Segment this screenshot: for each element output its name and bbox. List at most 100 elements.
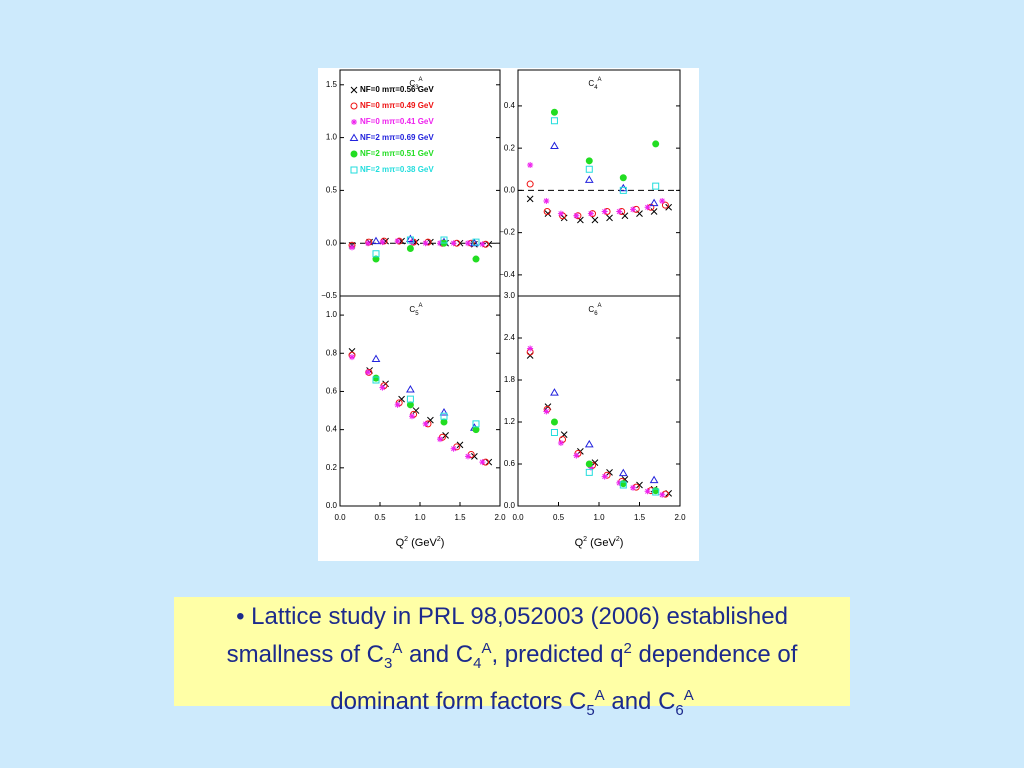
data-point [621,212,629,220]
data-point [371,354,381,362]
caption-sup: A [683,686,694,704]
y-tick-label: −0.5 [321,291,337,300]
data-point [365,369,371,376]
data-point [440,412,448,420]
data-point [619,186,627,194]
data-point [550,418,558,426]
y-tick-label: 1.0 [326,133,338,142]
data-point [557,440,564,446]
data-point [601,473,608,480]
data-point [472,238,480,246]
x-axis-label-part: Q [575,537,584,549]
y-tick-label: 0.6 [326,387,338,396]
y-tick-label: 0.0 [326,501,338,510]
legend-label: NF=0 mπ=0.41 GeV [360,117,434,126]
data-point [550,117,558,125]
data-point [465,240,471,247]
panel-title: C6A [588,303,601,317]
caption-sub: 3 [384,654,393,672]
y-tick-label: 1.5 [326,80,338,89]
panel-title-base: C [588,79,594,88]
x-tick-label: 2.0 [494,513,506,522]
caption-text: and C [402,641,474,668]
legend-label: NF=0 mπ=0.56 GeV [360,85,434,94]
data-point [394,238,401,245]
data-point [543,197,550,204]
data-point [372,250,380,258]
caption-sup: 2 [623,640,632,657]
caption-sup: A [481,640,492,657]
data-point [665,203,673,211]
legend-marker [351,119,357,125]
data-point [603,208,611,215]
data-point [453,239,461,247]
x-axis-label-part: 2 [583,536,587,543]
data-point [440,418,448,426]
caption-text: • Lattice study in PRL 98,052003 (2006) … [226,603,788,668]
data-point [437,240,443,247]
data-point [644,488,651,495]
data-point [406,245,414,252]
data-point [619,174,627,182]
data-point [349,244,355,251]
y-tick-label: 1.2 [504,417,516,426]
data-point [472,420,480,428]
data-point [647,203,655,211]
data-point [585,157,593,165]
caption-sup: A [594,686,605,704]
x-axis-label: Q2 (GeV2) [396,536,445,549]
data-point [550,388,559,396]
caption-text: and C [604,687,676,715]
data-point [365,240,371,247]
data-point [659,197,666,204]
y-tick-label: 1.8 [504,375,516,384]
data-point [550,429,558,436]
data-point [636,481,643,489]
data-point [601,208,608,215]
data-point [482,240,490,248]
y-tick-label: 0.0 [504,501,516,510]
data-point [636,210,643,217]
data-point [406,401,414,409]
data-point [550,108,558,116]
data-point [606,214,613,222]
panel-title-sup: A [598,303,602,309]
x-tick-label: 2.0 [674,513,686,522]
data-point [437,436,443,443]
data-point [659,491,666,498]
legend-marker [350,102,358,110]
data-point [471,453,478,460]
x-tick-label: 0.5 [374,513,386,522]
data-point [543,208,551,215]
data-point [467,239,475,247]
data-point [619,481,627,489]
x-axis-label-part: 2 [404,536,408,543]
data-point [427,416,434,424]
data-point [372,376,380,384]
data-point [398,395,405,403]
x-tick-label: 0.0 [512,513,524,522]
data-point [652,488,660,496]
caption-sub: 6 [675,701,684,719]
x-tick-label: 0.0 [334,513,346,522]
caption-box: • Lattice study in PRL 98,052003 (2006) … [174,597,850,719]
data-point [585,468,593,476]
y-tick-label: 0.4 [504,101,516,110]
legend-marker [350,86,358,94]
data-point [618,468,628,477]
y-tick-label: 2.4 [504,333,516,342]
data-point [412,407,420,414]
data-point [649,198,659,207]
data-point [406,234,415,242]
x-axis-label-part: ) [620,537,624,549]
x-axis-label-part: (GeV [587,537,616,549]
data-point [472,426,480,434]
x-axis-label-part: (GeV [408,537,437,549]
y-tick-label: 0.6 [504,459,516,468]
data-point [652,140,660,148]
data-point [526,348,534,356]
panel-title: C5A [409,303,422,317]
panel-title-sub: 6 [594,311,598,317]
x-tick-label: 1.5 [454,513,466,522]
